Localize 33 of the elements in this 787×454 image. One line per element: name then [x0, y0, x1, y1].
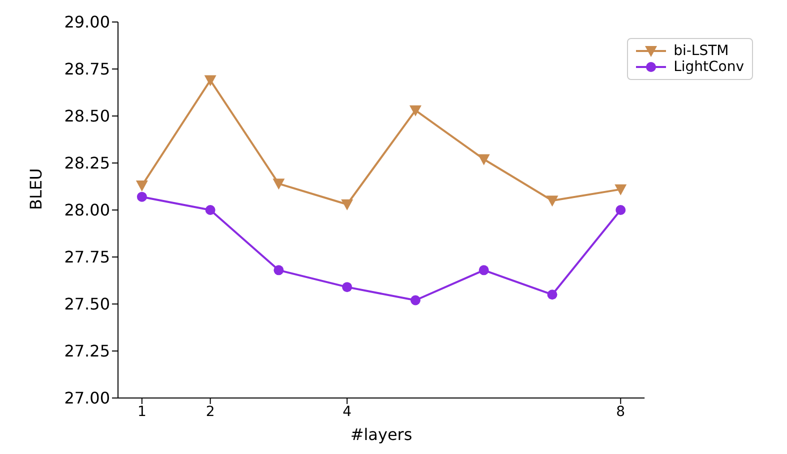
x-tick-label: 4	[342, 404, 352, 420]
point	[547, 290, 558, 300]
point	[478, 154, 490, 166]
x-axis-title: #layers	[350, 425, 412, 444]
x-tick-label: 2	[206, 404, 215, 420]
point	[274, 265, 284, 276]
point	[205, 205, 216, 215]
point	[136, 180, 148, 192]
y-axis-title: BLEU	[26, 168, 46, 210]
y-tick-label: 27.25	[64, 342, 110, 361]
point	[204, 75, 216, 86]
point	[136, 192, 147, 202]
x-tick-label: 1	[137, 404, 146, 420]
point	[616, 205, 626, 215]
point	[409, 105, 422, 116]
point	[478, 265, 489, 276]
y-tick-label: 28.25	[64, 154, 110, 173]
point	[272, 178, 285, 190]
point	[410, 295, 420, 306]
point	[342, 282, 352, 292]
y-tick-label: 29.00	[64, 12, 110, 32]
point	[546, 196, 558, 207]
y-tick-label: 27.75	[64, 248, 110, 267]
x-tick-label: 8	[616, 404, 626, 420]
y-tick-label: 28.50	[64, 106, 110, 126]
y-tick-label: 28.75	[64, 60, 110, 79]
legend-label: LightConv	[674, 59, 744, 75]
legend-label: bi-LSTM	[674, 43, 729, 59]
y-tick-label: 27.00	[64, 388, 110, 408]
point	[341, 199, 354, 210]
y-tick-label: 27.50	[64, 294, 110, 314]
point	[614, 184, 627, 196]
y-tick-label: 28.00	[64, 200, 110, 220]
